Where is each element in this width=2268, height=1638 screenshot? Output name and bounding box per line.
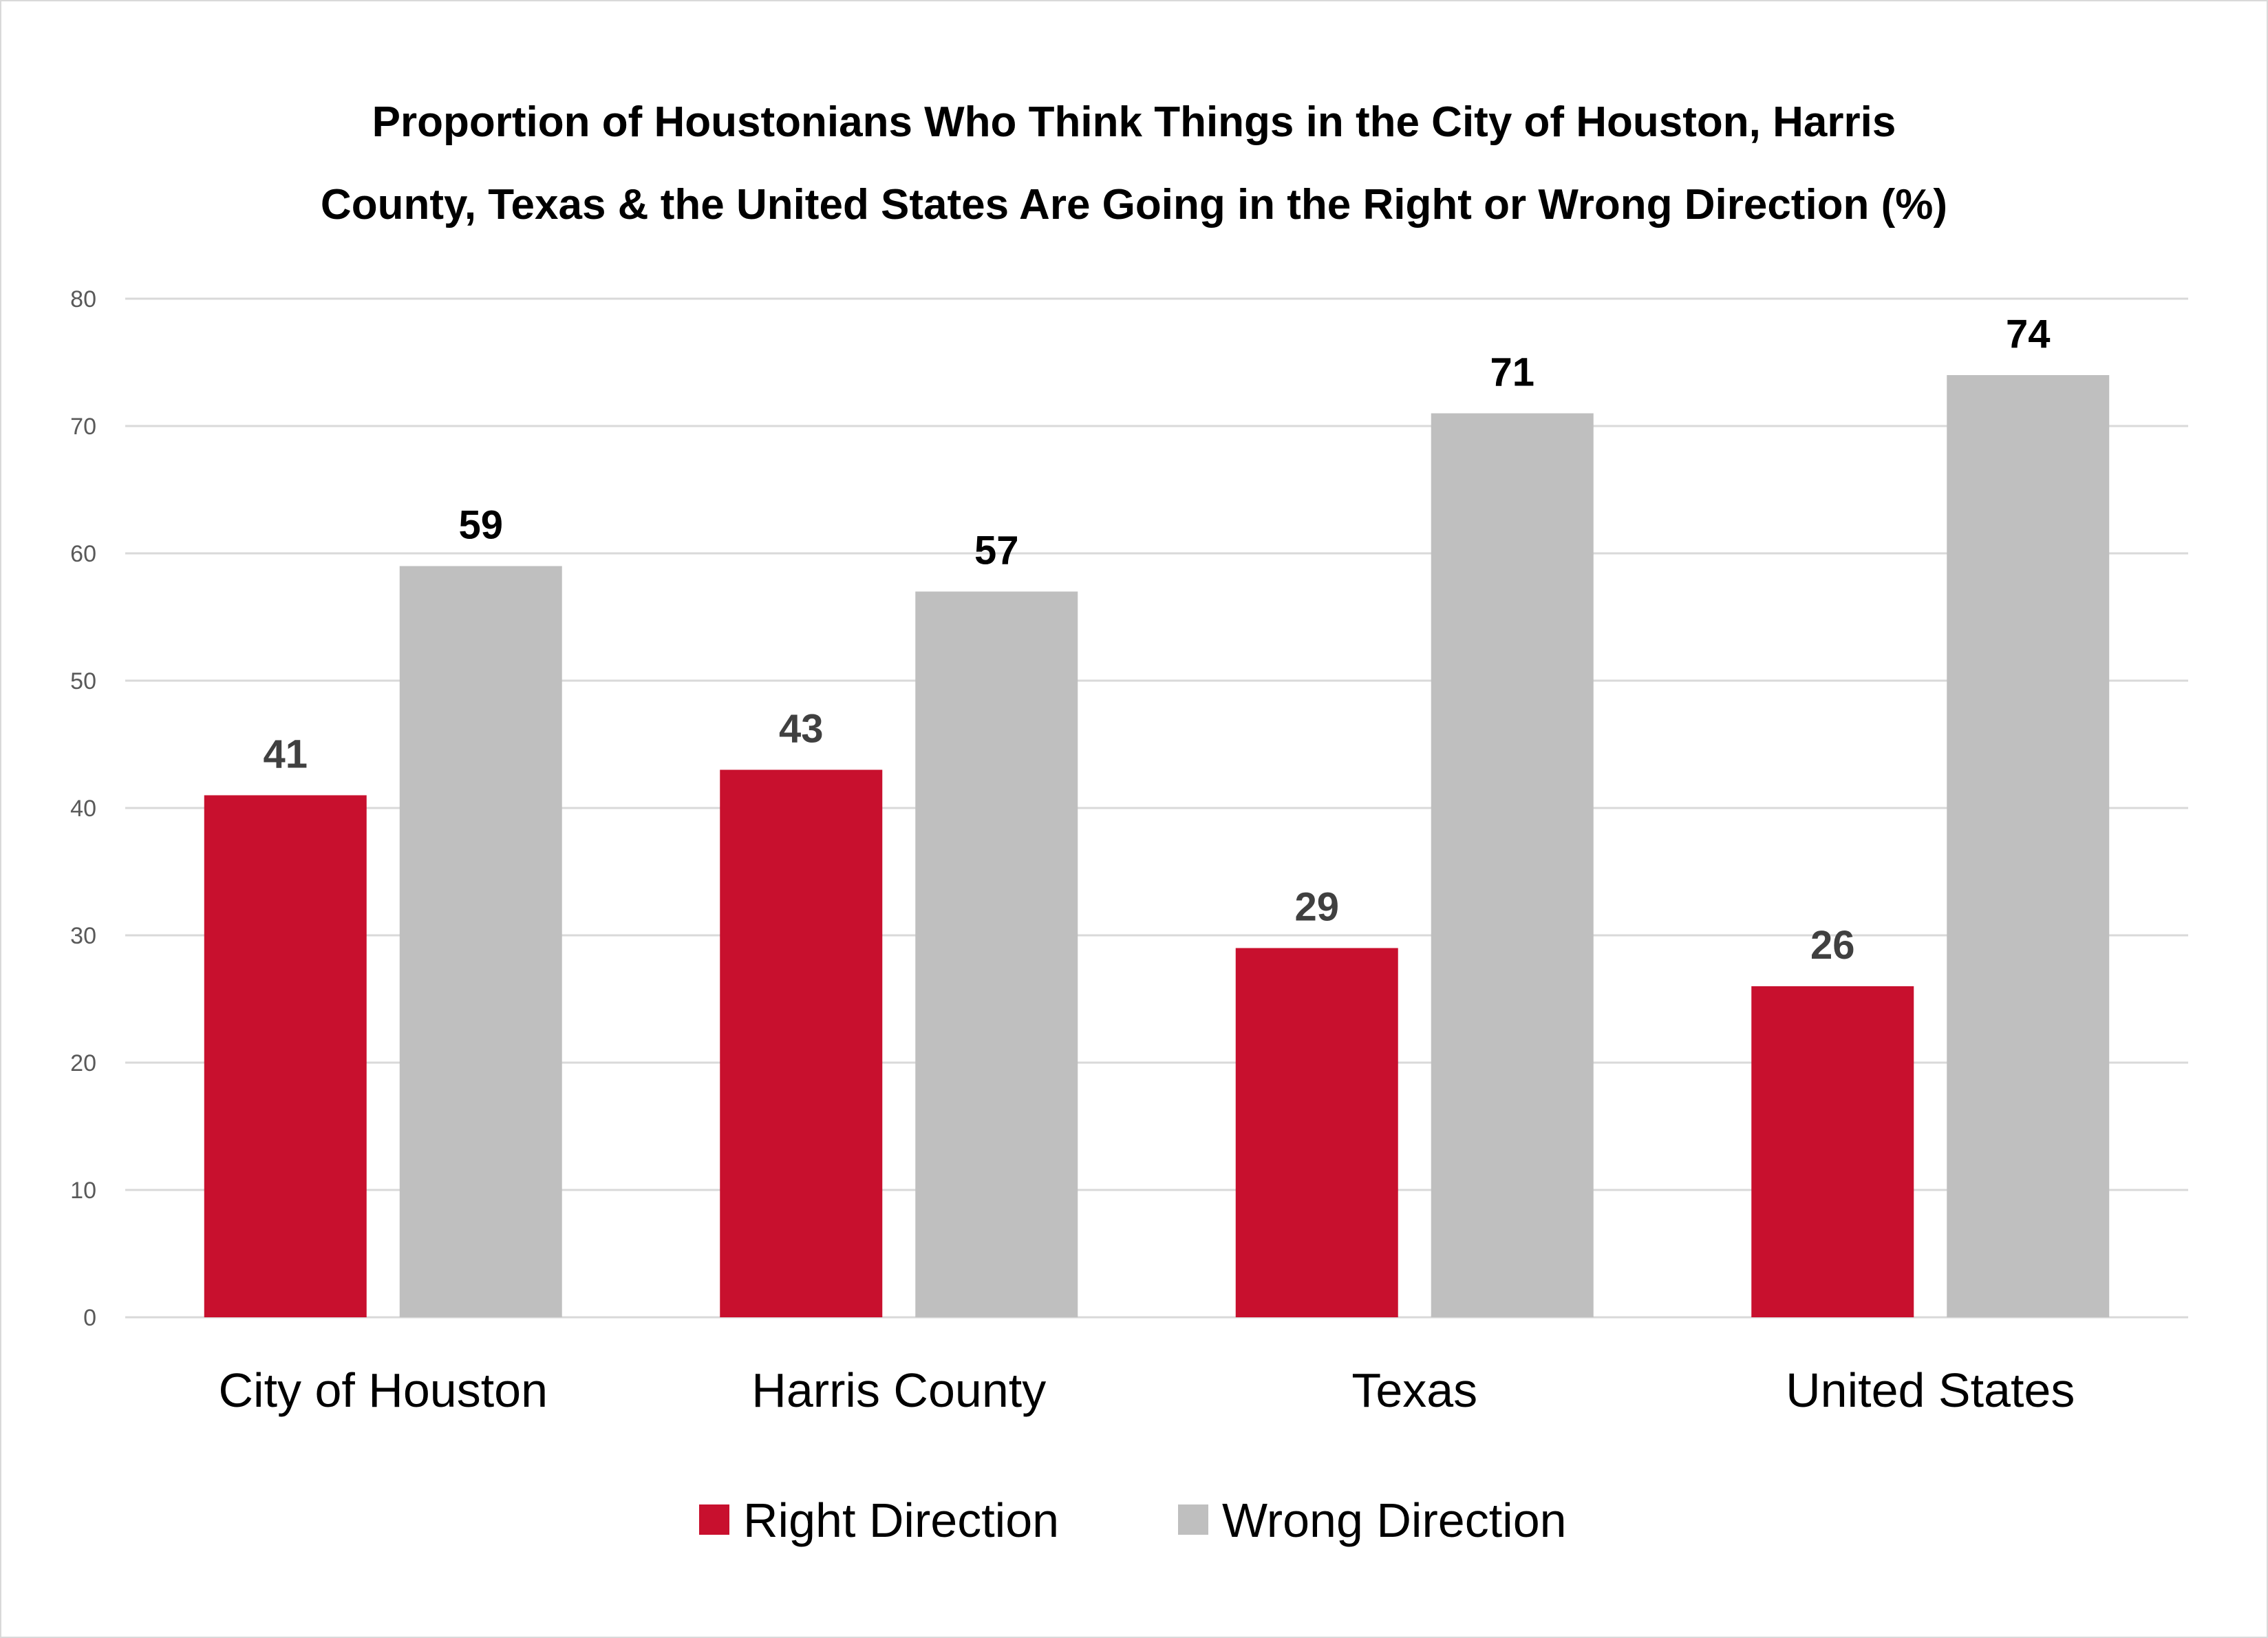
category-label-0: City of Houston: [218, 1363, 548, 1417]
category-labels: City of Houston Harris County Texas United …: [218, 1363, 2075, 1417]
bar-wrong-3: [1947, 375, 2110, 1317]
data-label-right-0: 41: [263, 732, 308, 777]
data-label-right-3: 26: [1810, 923, 1855, 968]
category-label-2: Texas: [1351, 1363, 1477, 1417]
bars: [204, 375, 2110, 1317]
y-tick-label-50: 50: [70, 668, 96, 694]
y-tick-label-0: 0: [83, 1305, 96, 1331]
y-axis-tick-labels: 0 10 20 30 40 50 60 70 80: [70, 286, 96, 1331]
data-label-right-1: 43: [779, 707, 824, 752]
y-tick-label-10: 10: [70, 1178, 96, 1204]
y-tick-label-70: 70: [70, 414, 96, 440]
bar-right-3: [1751, 986, 1914, 1317]
bar-right-1: [720, 769, 883, 1317]
bar-right-0: [204, 795, 367, 1317]
data-label-wrong-0: 59: [458, 503, 503, 548]
category-label-3: United States: [1786, 1363, 2075, 1417]
y-tick-label-40: 40: [70, 796, 96, 822]
data-label-right-2: 29: [1294, 885, 1339, 930]
y-tick-label-30: 30: [70, 923, 96, 949]
bar-right-2: [1235, 948, 1398, 1317]
legend-label-wrong: Wrong Direction: [1222, 1493, 1567, 1547]
y-tick-label-20: 20: [70, 1050, 96, 1076]
category-label-1: Harris County: [751, 1363, 1046, 1417]
chart-title-line-2: County, Texas & the United States Are Go…: [320, 181, 1948, 228]
legend-swatch-right: [699, 1504, 729, 1535]
data-label-wrong-3: 74: [2006, 312, 2051, 357]
bar-wrong-1: [915, 591, 1078, 1317]
bar-wrong-0: [399, 566, 562, 1317]
y-tick-label-80: 80: [70, 286, 96, 312]
chart-title: Proportion of Houstonians Who Think Thin…: [0, 81, 2268, 246]
bar-wrong-2: [1431, 413, 1594, 1317]
legend-swatch-wrong: [1178, 1504, 1208, 1535]
legend: Right Direction Wrong Direction: [699, 1493, 1567, 1547]
chart-title-line-1: Proportion of Houstonians Who Think Thin…: [372, 98, 1896, 146]
data-labels: 41 59 43 57 29 71 26 74: [263, 312, 2050, 968]
data-label-wrong-2: 71: [1490, 350, 1534, 395]
legend-label-right: Right Direction: [743, 1493, 1059, 1547]
y-tick-label-60: 60: [70, 541, 96, 567]
data-label-wrong-1: 57: [974, 529, 1019, 573]
